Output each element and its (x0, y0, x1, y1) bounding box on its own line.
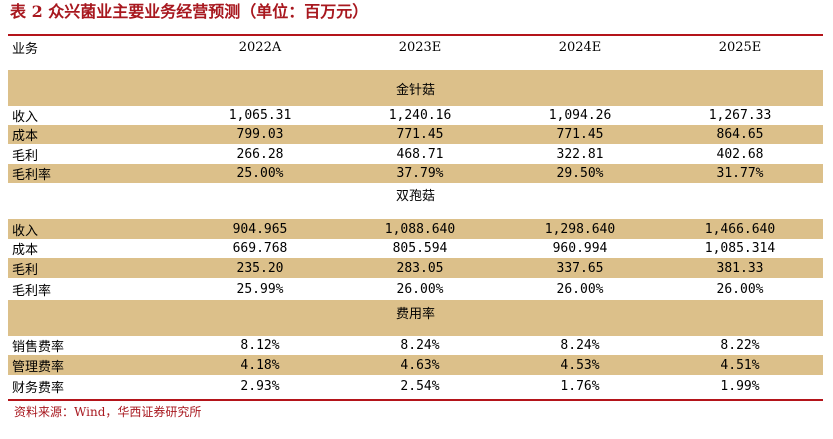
cell-2025e: 1.99% (720, 379, 760, 394)
cell-2025e: 31.77% (716, 166, 764, 181)
cell-2024e: 29.50% (556, 166, 604, 181)
cell-2022a: 8.12% (240, 338, 280, 353)
cell-2024e: 960.994 (552, 241, 608, 256)
table-row: 成本 669.768 805.594 960.994 1,085.314 (8, 239, 823, 258)
table-row: 毛利率 25.99% 26.00% 26.00% 26.00% (8, 278, 823, 300)
table-row: 毛利 266.28 468.71 322.81 402.68 (8, 144, 823, 164)
cell-2024e: 322.81 (556, 146, 604, 162)
table-header-row: 业务 2022A 2023E 2024E 2025E (8, 36, 823, 58)
header-2023e: 2023E (398, 39, 442, 55)
row-label: 收入 (12, 223, 39, 239)
table-row: 收入 904.965 1,088.640 1,298.640 1,466.640 (8, 219, 823, 239)
cell-2025e: 4.51% (720, 357, 760, 373)
row-label: 毛利 (12, 262, 39, 278)
cell-2023e: 1,240.16 (388, 108, 452, 123)
row-label: 毛利 (12, 148, 39, 164)
cell-2024e: 4.53% (560, 357, 600, 373)
cell-2025e: 26.00% (716, 281, 764, 297)
row-label: 管理费率 (12, 359, 65, 375)
cell-2023e: 1,088.640 (384, 221, 456, 237)
row-label: 成本 (12, 243, 39, 258)
cell-2022a: 266.28 (236, 146, 284, 162)
cell-2024e: 1,094.26 (548, 108, 612, 123)
cell-2023e: 771.45 (396, 127, 444, 142)
cell-2023e: 2.54% (400, 379, 440, 394)
header-2025e: 2025E (718, 39, 762, 55)
cell-2023e: 26.00% (396, 281, 444, 297)
bottom-rule (8, 399, 823, 401)
cell-2022a: 2.93% (240, 379, 280, 394)
section-title-enoki: 金针菇 (8, 70, 823, 106)
cell-2025e: 1,085.314 (704, 241, 776, 256)
cell-2024e: 771.45 (556, 127, 604, 142)
header-2022a: 2022A (238, 39, 282, 55)
cell-2022a: 25.00% (236, 166, 284, 181)
cell-2023e: 283.05 (396, 260, 444, 276)
cell-2022a: 799.03 (236, 127, 284, 142)
cell-2024e: 26.00% (556, 281, 604, 297)
cell-2023e: 37.79% (396, 166, 444, 181)
cell-2024e: 8.24% (560, 338, 600, 353)
cell-2023e: 4.63% (400, 357, 440, 373)
table-row: 毛利 235.20 283.05 337.65 381.33 (8, 258, 823, 278)
cell-2025e: 381.33 (716, 260, 764, 276)
cell-2025e: 402.68 (716, 146, 764, 162)
header-2024e: 2024E (558, 39, 602, 55)
table-row: 财务费率 2.93% 2.54% 1.76% 1.99% (8, 375, 823, 398)
cell-2022a: 235.20 (236, 260, 284, 276)
cell-2022a: 669.768 (232, 241, 288, 256)
cell-2023e: 468.71 (396, 146, 444, 162)
cell-2025e: 1,267.33 (708, 108, 772, 123)
row-label: 毛利率 (12, 168, 52, 183)
cell-2024e: 1,298.640 (544, 221, 616, 237)
source-note: 资料来源：Wind，华西证券研究所 (14, 405, 202, 419)
cell-2022a: 1,065.31 (228, 108, 292, 123)
table-row: 收入 1,065.31 1,240.16 1,094.26 1,267.33 (8, 106, 823, 125)
cell-2025e: 8.22% (720, 338, 760, 353)
cell-2024e: 1.76% (560, 379, 600, 394)
table-row: 销售费率 8.12% 8.24% 8.24% 8.22% (8, 336, 823, 355)
section-title-button-mushroom: 双孢菇 (395, 188, 435, 204)
cell-2023e: 8.24% (400, 338, 440, 353)
row-label: 销售费率 (12, 340, 65, 355)
row-label: 财务费率 (12, 381, 65, 396)
table-row: 成本 799.03 771.45 771.45 864.65 (8, 125, 823, 144)
cell-2024e: 337.65 (556, 260, 604, 276)
cell-2022a: 904.965 (232, 221, 288, 237)
cell-2022a: 4.18% (240, 357, 280, 373)
cell-2025e: 1,466.640 (704, 221, 776, 237)
row-label: 成本 (12, 129, 39, 144)
top-rule (8, 34, 823, 36)
cell-2023e: 805.594 (392, 241, 448, 256)
row-label: 毛利率 (12, 283, 52, 299)
cell-2025e: 864.65 (716, 127, 764, 142)
table-row: 毛利率 25.00% 37.79% 29.50% 31.77% (8, 164, 823, 183)
row-label: 收入 (12, 110, 39, 125)
header-business: 业务 (12, 41, 39, 57)
section-title-expense-ratio: 费用率 (8, 300, 823, 336)
table-title: 表 2 众兴菌业主要业务经营预测（单位：百万元） (10, 2, 369, 21)
cell-2022a: 25.99% (236, 281, 284, 297)
table-row: 管理费率 4.18% 4.63% 4.53% 4.51% (8, 355, 823, 375)
